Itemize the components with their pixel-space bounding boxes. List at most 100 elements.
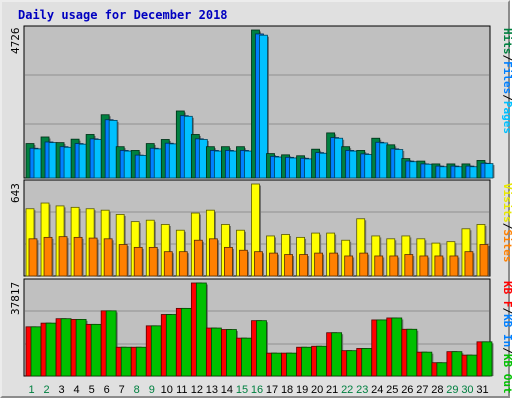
bar-kb-out-day-23 [361, 348, 373, 377]
legend-item: / [501, 223, 512, 230]
bar-sites-day-30 [464, 251, 474, 277]
day-label: 11 [176, 384, 187, 396]
day-label: 6 [104, 384, 110, 396]
legend-item: KB In [501, 314, 512, 347]
kbytes-legend: KB F/KB In/KB Out [501, 281, 512, 394]
day-label: 17 [266, 384, 278, 396]
legend-item: / [501, 55, 512, 62]
bar-kb-out-day-10 [165, 314, 177, 377]
bar-kb-out-day-7 [120, 346, 132, 377]
bar-kb-out-day-27 [421, 351, 433, 377]
legend-item: / [501, 94, 512, 101]
bar-sites-day-14 [224, 246, 233, 277]
visits-sites-legend: Visits/Sites [501, 183, 512, 263]
bar-sites-day-7 [118, 244, 128, 277]
bar-kb-out-day-4 [75, 319, 87, 377]
bar-sites-day-3 [58, 236, 68, 277]
day-label: 18 [281, 384, 293, 396]
bar-kb-out-day-30 [466, 354, 478, 377]
bar-kb-out-day-2 [45, 322, 57, 377]
day-label: 16 [251, 384, 263, 396]
bar-kb-out-day-18 [286, 352, 297, 377]
bar-kb-out-day-8 [135, 346, 147, 377]
panel-hits-files-pages: 4726 Hits/Files/Pages [9, 25, 512, 179]
bar-sites-day-31 [479, 244, 489, 277]
bar-sites-day-23 [359, 252, 369, 277]
day-label: 29 [446, 384, 458, 396]
bar-pages-day-16 [259, 34, 268, 179]
bar-kb-out-day-31 [481, 341, 493, 377]
panel-kbytes: 37817 KB F/KB In/KB Out [9, 278, 512, 394]
bar-sites-day-11 [178, 251, 188, 277]
visits-max-label: 643 [9, 183, 22, 203]
bar-sites-day-13 [208, 238, 218, 277]
bar-sites-day-29 [449, 255, 459, 277]
day-label: 30 [461, 384, 473, 396]
bar-kb-out-day-19 [301, 346, 312, 377]
day-label: 8 [134, 384, 140, 396]
bar-sites-day-20 [314, 252, 324, 277]
bar-sites-day-27 [419, 255, 429, 277]
legend-item: / [501, 308, 512, 315]
bar-sites-day-5 [88, 237, 98, 277]
bar-kb-out-day-28 [436, 362, 448, 377]
hits-files-pages-legend: Hits/Files/Pages [501, 28, 512, 134]
bar-kb-out-day-11 [180, 307, 192, 377]
bar-kb-out-day-15 [241, 337, 252, 377]
bar-pages-day-31 [484, 163, 494, 179]
bar-sites-day-19 [299, 254, 308, 277]
day-label: 10 [161, 384, 173, 396]
bar-kb-out-day-14 [226, 329, 237, 377]
bar-kb-out-day-9 [150, 325, 162, 377]
day-label: 14 [221, 384, 233, 396]
bar-kb-out-day-6 [105, 310, 117, 377]
day-label: 27 [416, 384, 428, 396]
bar-kb-out-day-13 [210, 327, 222, 377]
legend-item: Visits [501, 183, 512, 223]
legend-item: KB F [501, 281, 512, 308]
day-label: 26 [401, 384, 413, 396]
day-label: 7 [119, 384, 125, 396]
legend-item: KB Out [501, 354, 512, 394]
bar-kb-out-day-17 [271, 352, 282, 377]
day-label: 19 [296, 384, 308, 396]
day-label: 21 [326, 384, 338, 396]
bar-sites-day-24 [374, 255, 384, 277]
day-label: 23 [356, 384, 368, 396]
kbytes-max-label: 37817 [9, 282, 22, 315]
bar-sites-day-1 [28, 238, 38, 277]
bar-sites-day-28 [434, 255, 444, 277]
chart-title: Daily usage for December 2018 [18, 8, 228, 22]
day-label: 12 [191, 384, 203, 396]
bar-sites-day-22 [344, 255, 354, 277]
day-label: 9 [149, 384, 155, 396]
day-label: 24 [371, 384, 383, 396]
bar-kb-out-day-21 [331, 332, 343, 377]
bar-sites-day-12 [193, 239, 203, 277]
bar-sites-day-10 [163, 251, 173, 277]
day-label: 22 [341, 384, 353, 396]
day-label: 15 [236, 384, 248, 396]
bar-sites-day-16 [254, 251, 263, 277]
day-label: 1 [28, 384, 34, 396]
day-label: 5 [89, 384, 95, 396]
legend-item: Hits [501, 28, 512, 55]
day-label: 28 [431, 384, 443, 396]
bar-kb-out-day-1 [30, 326, 42, 377]
bar-kb-out-day-25 [391, 317, 403, 377]
bar-sites-day-26 [404, 254, 414, 277]
bar-kb-out-day-3 [60, 318, 72, 377]
bar-sites-day-6 [103, 238, 113, 277]
day-label: 13 [206, 384, 218, 396]
legend-item: Pages [501, 101, 512, 134]
legend-item: / [501, 347, 512, 354]
day-label: 3 [59, 384, 65, 396]
bar-kb-out-day-29 [451, 351, 463, 377]
bar-kb-out-day-20 [316, 345, 328, 377]
bar-kb-out-day-26 [406, 328, 418, 377]
day-label: 2 [43, 384, 49, 396]
day-label: 20 [311, 384, 323, 396]
bar-sites-day-2 [43, 236, 53, 277]
bar-sites-day-15 [239, 249, 248, 277]
